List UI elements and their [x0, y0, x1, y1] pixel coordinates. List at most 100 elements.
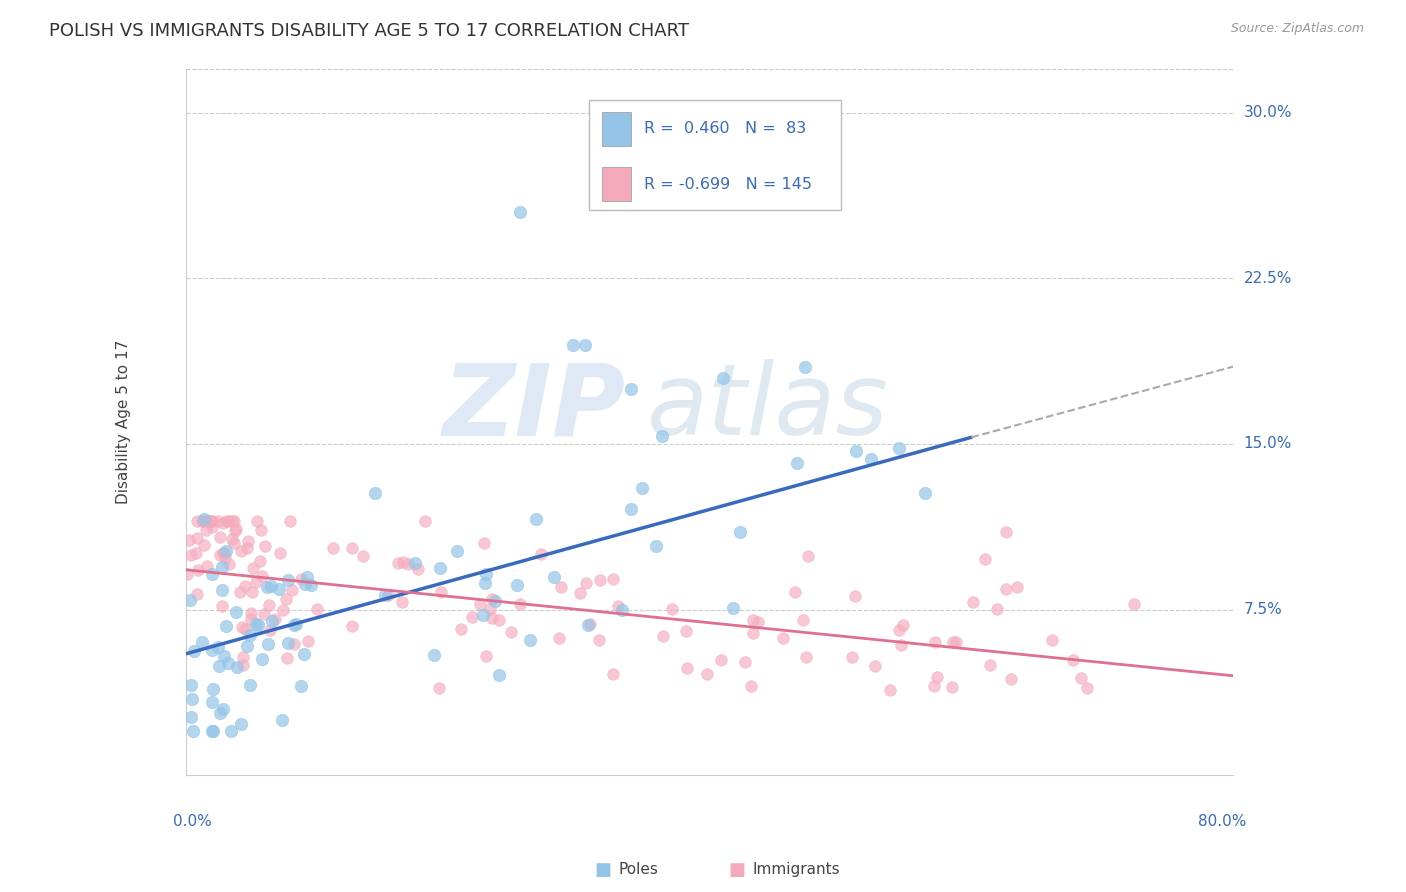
Point: [602, 666, 624, 681]
FancyBboxPatch shape: [602, 168, 631, 202]
Point: [297, 634, 319, 648]
Point: [221, 514, 243, 528]
Point: [734, 655, 756, 669]
Point: [792, 613, 814, 627]
Text: Source: ZipAtlas.com: Source: ZipAtlas.com: [1230, 22, 1364, 36]
Point: [232, 657, 254, 672]
Point: [280, 514, 302, 528]
Point: [879, 682, 901, 697]
Point: [292, 647, 315, 661]
Point: [845, 443, 868, 458]
Text: 0.0%: 0.0%: [173, 814, 212, 829]
Point: [201, 643, 224, 657]
Point: [506, 577, 529, 591]
Point: [242, 560, 264, 574]
FancyBboxPatch shape: [602, 112, 631, 146]
Point: [276, 651, 298, 665]
Point: [994, 582, 1017, 596]
Point: [406, 562, 429, 576]
Point: [413, 514, 436, 528]
Point: [225, 606, 247, 620]
Point: [207, 659, 229, 673]
Point: [195, 514, 218, 528]
Point: [472, 536, 495, 550]
Point: [245, 575, 267, 590]
Point: [786, 456, 808, 470]
Point: [979, 658, 1001, 673]
Point: [249, 554, 271, 568]
Point: [212, 648, 235, 663]
Point: [186, 531, 208, 545]
Point: [475, 567, 498, 582]
Point: [285, 617, 308, 632]
Point: [307, 601, 329, 615]
Text: 80.0%: 80.0%: [1198, 814, 1246, 829]
Text: 15.0%: 15.0%: [1244, 436, 1292, 451]
Point: [240, 584, 263, 599]
Point: [602, 573, 624, 587]
Point: [488, 668, 510, 682]
Point: [391, 595, 413, 609]
Point: [1123, 597, 1146, 611]
Point: [891, 618, 914, 632]
Point: [889, 623, 911, 637]
Point: [364, 486, 387, 500]
Point: [209, 530, 232, 544]
Point: [209, 706, 232, 720]
Text: R =  0.460   N =  83: R = 0.460 N = 83: [644, 121, 806, 136]
Point: [283, 637, 305, 651]
Point: [259, 579, 281, 593]
Point: [651, 629, 673, 643]
Point: [631, 481, 654, 495]
Point: [927, 670, 949, 684]
Point: [796, 549, 818, 564]
Point: [191, 514, 214, 528]
Point: [180, 678, 202, 692]
Point: [387, 557, 409, 571]
Point: [179, 593, 201, 607]
Point: [259, 623, 281, 637]
Point: [995, 525, 1018, 540]
Point: [576, 617, 599, 632]
Point: [481, 610, 503, 624]
Point: [941, 680, 963, 694]
Point: [340, 541, 363, 555]
Point: [214, 546, 236, 560]
Point: [214, 551, 236, 566]
Point: [484, 594, 506, 608]
Point: [240, 612, 263, 626]
Point: [974, 551, 997, 566]
Point: [250, 568, 273, 582]
Point: [201, 514, 224, 528]
Point: [575, 575, 598, 590]
Point: [430, 585, 453, 599]
FancyBboxPatch shape: [589, 100, 841, 210]
Text: 22.5%: 22.5%: [1244, 271, 1292, 285]
Point: [1062, 653, 1084, 667]
Point: [429, 560, 451, 574]
Point: [240, 606, 263, 620]
Point: [201, 566, 224, 581]
Point: [524, 512, 547, 526]
Point: [207, 514, 229, 528]
Point: [207, 640, 229, 654]
Point: [294, 577, 316, 591]
Point: [474, 576, 496, 591]
Point: [186, 514, 208, 528]
Point: [264, 612, 287, 626]
Point: [262, 615, 284, 629]
Point: [246, 514, 269, 528]
Point: [529, 547, 551, 561]
Point: [299, 578, 322, 592]
Point: [281, 583, 304, 598]
Point: [218, 514, 240, 528]
Point: [236, 541, 259, 556]
Point: [468, 597, 491, 611]
Text: ■: ■: [595, 861, 612, 879]
Point: [186, 587, 208, 601]
Point: [740, 679, 762, 693]
Text: ZIP: ZIP: [443, 359, 626, 456]
Point: [193, 512, 215, 526]
Point: [250, 652, 273, 666]
Point: [236, 534, 259, 549]
